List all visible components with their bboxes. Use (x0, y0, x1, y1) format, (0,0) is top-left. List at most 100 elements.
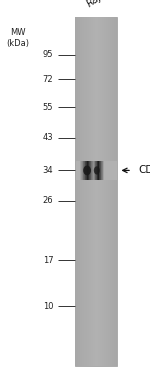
Bar (88, 17, 89, 366)
Bar (91, 17, 92, 366)
Bar (114, 17, 115, 366)
Bar (76, 161, 77, 180)
Bar (75, 17, 117, 366)
Bar (93, 161, 94, 180)
Bar (105, 17, 106, 366)
Ellipse shape (94, 166, 100, 175)
Bar (82, 161, 83, 180)
Bar (96, 17, 97, 366)
Bar (110, 161, 111, 180)
Bar (93, 161, 94, 180)
Bar (91, 161, 92, 180)
Text: CD74: CD74 (138, 166, 150, 175)
Bar (113, 17, 114, 366)
Bar (97, 161, 98, 180)
Bar (108, 161, 109, 180)
Bar (98, 17, 99, 366)
Bar (105, 161, 106, 180)
Text: 95: 95 (43, 50, 53, 59)
Bar (114, 161, 115, 180)
Bar (76, 17, 77, 366)
Text: MW
(kDa): MW (kDa) (6, 28, 30, 48)
Bar (82, 161, 83, 180)
Bar (78, 17, 79, 366)
Bar (76, 17, 77, 366)
Bar (104, 17, 105, 366)
Bar (81, 17, 82, 366)
Bar (85, 17, 86, 366)
Bar (99, 161, 100, 180)
Bar (85, 161, 86, 180)
Bar (75, 17, 76, 366)
Bar (89, 161, 90, 180)
Bar (96, 161, 97, 180)
Bar (86, 17, 87, 366)
Text: Raji: Raji (85, 0, 106, 9)
Bar (103, 161, 104, 180)
Bar (90, 17, 91, 366)
Bar (87, 17, 88, 366)
Bar (79, 17, 80, 366)
Bar (85, 161, 86, 180)
Ellipse shape (83, 166, 91, 175)
Bar (92, 161, 93, 180)
Bar (106, 161, 107, 180)
Bar (112, 161, 113, 180)
Bar (83, 17, 84, 366)
Bar (79, 161, 80, 180)
Bar (111, 161, 112, 180)
Bar (75, 17, 76, 366)
Bar (100, 161, 101, 180)
Bar (84, 17, 85, 366)
Bar (112, 17, 113, 366)
Bar (77, 161, 78, 180)
Bar (108, 17, 109, 366)
Bar (105, 161, 106, 180)
Bar (102, 161, 103, 180)
Bar (84, 161, 85, 180)
Text: 43: 43 (43, 133, 53, 142)
Bar (91, 17, 92, 366)
Text: 26: 26 (43, 196, 53, 205)
Bar (80, 161, 81, 180)
Bar (114, 17, 115, 366)
Bar (99, 17, 100, 366)
Bar (99, 161, 100, 180)
Bar (111, 17, 112, 366)
Text: 34: 34 (43, 166, 53, 175)
Bar (102, 17, 103, 366)
Bar (80, 161, 81, 180)
Bar (76, 161, 77, 180)
Bar (116, 17, 117, 366)
Bar (106, 17, 107, 366)
Bar (78, 161, 79, 180)
Bar (90, 161, 91, 180)
Bar (92, 17, 93, 366)
Bar (116, 17, 117, 366)
Bar (116, 161, 117, 180)
Bar (84, 17, 85, 366)
Bar (115, 161, 116, 180)
Bar (80, 17, 81, 366)
Text: 17: 17 (43, 256, 53, 265)
Bar (101, 161, 102, 180)
Text: 72: 72 (43, 75, 53, 84)
Bar (83, 17, 84, 366)
Bar (101, 161, 102, 180)
Bar (104, 17, 105, 366)
Bar (77, 17, 78, 366)
Bar (97, 161, 98, 180)
Bar (95, 161, 96, 180)
Bar (82, 17, 83, 366)
Bar (97, 17, 98, 366)
Bar (94, 17, 95, 366)
Bar (94, 161, 95, 180)
Bar (93, 17, 94, 366)
Bar (86, 161, 87, 180)
Bar (87, 161, 88, 180)
Bar (83, 161, 84, 180)
Bar (78, 161, 80, 180)
Bar (95, 17, 96, 366)
Bar (110, 17, 111, 366)
Bar (101, 17, 102, 366)
